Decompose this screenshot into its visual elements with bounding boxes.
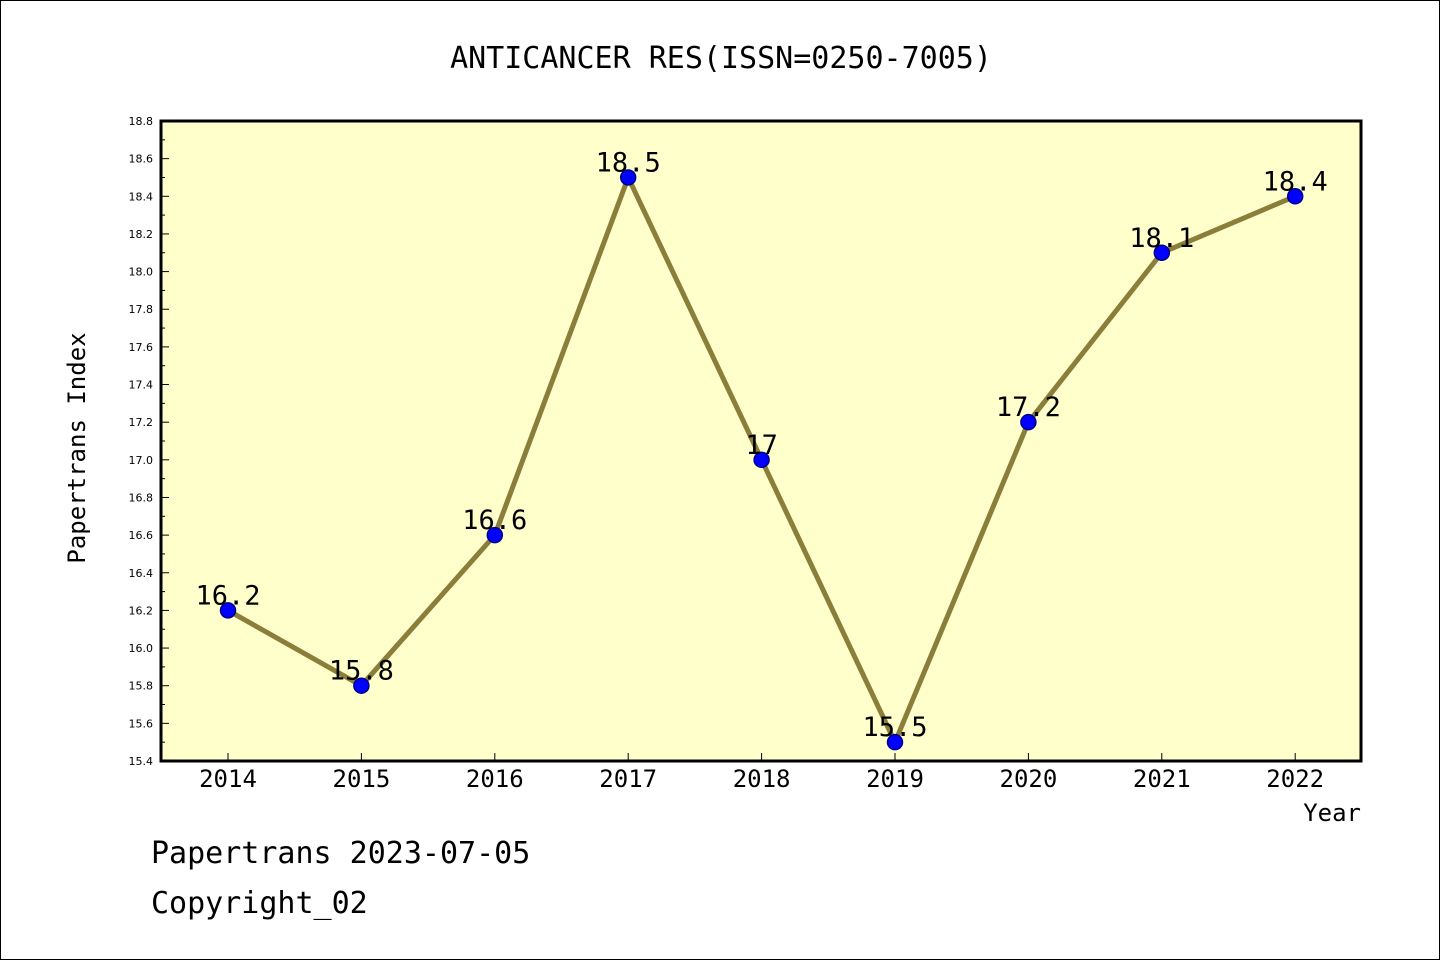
- y-axis-label: Papertrans Index: [63, 332, 91, 563]
- y-tick-label: 18.4: [129, 190, 154, 203]
- x-tick-label: 2020: [1000, 765, 1058, 793]
- y-tick-label: 16.0: [129, 642, 154, 655]
- x-tick-label: 2014: [199, 765, 257, 793]
- data-point: [1153, 244, 1171, 262]
- data-point: [1020, 413, 1037, 431]
- chart-title: ANTICANCER RES(ISSN=0250-7005): [450, 41, 992, 76]
- x-tick-label: 2021: [1133, 765, 1191, 793]
- data-label: 16.6: [462, 505, 527, 536]
- data-labels: 16.2 15.8 16.6 18.5 17 15.5 17.2 18.1 18.4: [195, 147, 1327, 743]
- data-label: 18.4: [1263, 166, 1328, 197]
- footer-date-text: Papertrans 2023-07-05: [151, 836, 531, 871]
- data-label: 15.8: [329, 656, 394, 687]
- data-label: 15.5: [862, 712, 927, 743]
- y-tick-label: 17.8: [129, 303, 154, 316]
- y-tick-label: 16.8: [129, 491, 154, 504]
- data-point: [753, 451, 770, 469]
- footer-copyright-text: Copyright_02: [151, 886, 368, 921]
- series-markers: [219, 169, 1304, 751]
- data-point: [353, 677, 370, 694]
- y-tick-label: 17.6: [129, 341, 154, 354]
- data-point: [219, 602, 237, 619]
- data-point: [886, 733, 904, 751]
- data-point: [1286, 188, 1304, 205]
- y-tick-label: 18.6: [129, 153, 154, 166]
- x-axis-label: Year: [1303, 799, 1361, 827]
- y-tick-label: 17.0: [129, 454, 154, 467]
- data-point: [486, 526, 504, 544]
- x-tick-label: 2016: [466, 765, 524, 793]
- plot-area: [159, 119, 1363, 763]
- x-axis: 2014 2015 2016 2017 2018 2019 2020 2021 2022: [199, 753, 1324, 793]
- x-tick-label: 2018: [733, 765, 791, 793]
- y-tick-label: 17.4: [129, 379, 154, 392]
- data-label: 16.2: [195, 580, 260, 611]
- data-label: 18.5: [596, 147, 661, 178]
- data-label: 17.2: [996, 392, 1061, 423]
- x-tick-label: 2017: [599, 765, 657, 793]
- x-tick-label: 2015: [333, 765, 391, 793]
- y-axis: 15.4 15.6 15.8 16.0 16.2 16.4 16.6 16.8 17.0 17.2…: [129, 115, 169, 768]
- y-tick-label: 18.0: [129, 266, 154, 279]
- y-tick-label: 18.2: [129, 228, 154, 241]
- y-tick-label: 16.2: [129, 604, 154, 617]
- data-label: 18.1: [1129, 223, 1194, 254]
- y-tick-label: 15.4: [129, 755, 154, 768]
- y-tick-label: 18.8: [129, 115, 154, 128]
- data-point: [619, 169, 637, 186]
- data-label: 17: [745, 430, 778, 461]
- y-tick-label: 15.8: [129, 680, 154, 693]
- x-tick-label: 2022: [1266, 765, 1324, 793]
- y-tick-label: 16.6: [129, 529, 154, 542]
- y-tick-label: 16.4: [129, 567, 154, 580]
- y-tick-label: 17.2: [129, 416, 154, 429]
- x-tick-label: 2019: [866, 765, 924, 793]
- y-tick-label: 15.6: [129, 717, 154, 730]
